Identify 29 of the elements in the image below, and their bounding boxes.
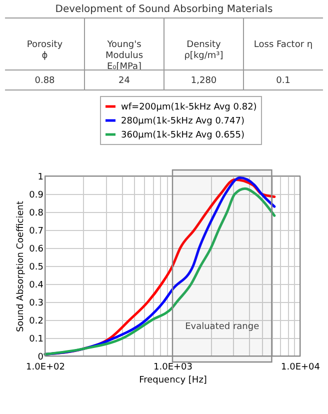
y-tick-label: 0.1 (29, 334, 44, 344)
y-tick-label: 0.5 (29, 262, 44, 272)
y-tick-label: 0.2 (29, 316, 44, 326)
text: Young's Modulus E₀[MPa] (105, 40, 144, 72)
text: 0.1 (276, 76, 290, 86)
x-tick-label: 1.0E+02 (26, 362, 65, 372)
x-axis-title: Frequency [Hz] (139, 376, 207, 386)
legend-label: 280μm(1k-5kHz Avg 0.747) (121, 116, 244, 126)
legend-label: wf=200μm(1k-5kHz Avg 0.82) (121, 102, 257, 112)
y-tick-label: 1 (38, 172, 44, 182)
legend-label: 360μm(1k-5kHz Avg 0.655) (121, 130, 244, 140)
y-tick-label: 0.3 (29, 298, 44, 308)
y-tick-label: 0.9 (29, 190, 44, 200)
x-tick-label: 1.0E+04 (281, 362, 320, 372)
chart-title: Development of Sound Absorbing Materials (55, 4, 273, 15)
text: Loss Factor η (254, 40, 313, 50)
y-tick-label: 0.7 (29, 226, 44, 236)
text: 24 (118, 76, 130, 86)
y-tick-label: 0.4 (29, 280, 44, 290)
text: Porosity ϕ (26, 40, 64, 61)
y-axis-title: Sound Absorption Coefficient (16, 200, 26, 332)
y-tick-label: 0.8 (29, 208, 44, 218)
text: 1,280 (190, 76, 217, 86)
text: 0.88 (34, 76, 56, 86)
band-label: Evaluated range (185, 322, 260, 332)
y-tick-label: 0 (38, 352, 44, 362)
x-tick-label: 1.0E+03 (154, 362, 192, 372)
text: Density ρ[kg/m³] (184, 40, 224, 61)
y-tick-label: 0.6 (29, 244, 44, 254)
